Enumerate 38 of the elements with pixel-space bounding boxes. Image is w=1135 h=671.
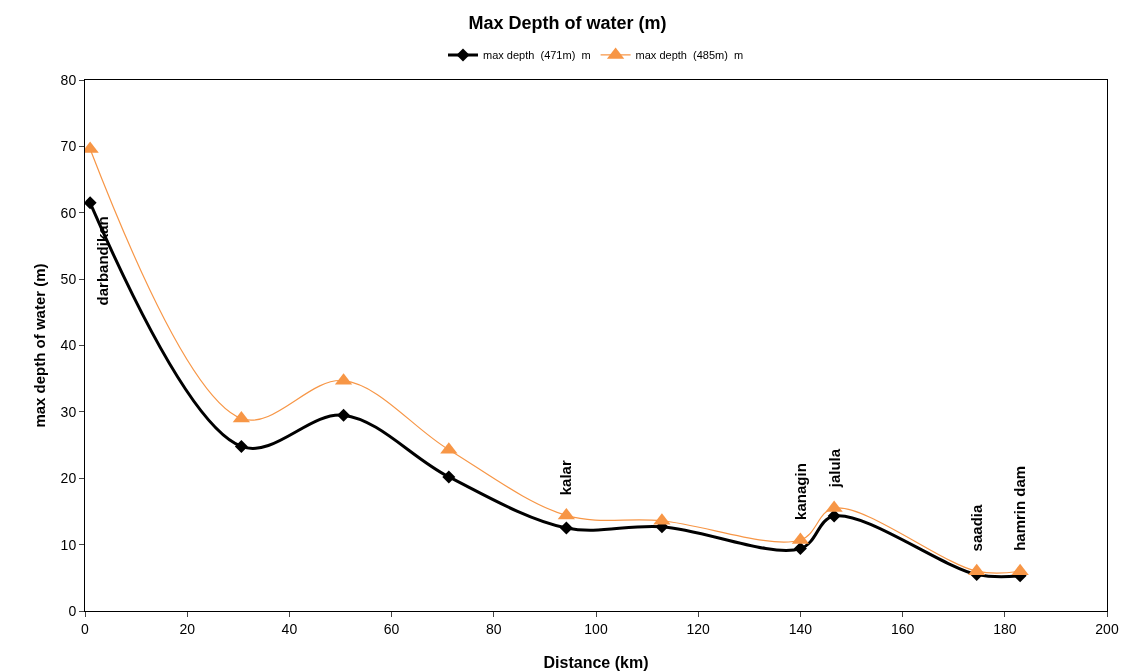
x-tick-label: 60 (383, 620, 400, 637)
x-tick-label: 200 (1095, 620, 1119, 637)
y-tick-label: 50 (60, 271, 77, 288)
point (559, 521, 573, 535)
chart-title: Max Depth of water (m) (468, 13, 667, 34)
point (793, 542, 807, 556)
x-tick-label: 80 (486, 620, 502, 637)
annotation: darbandikan (93, 216, 111, 306)
point (337, 408, 351, 422)
point (827, 509, 841, 523)
x-axis-title: Distance (km) (543, 654, 649, 671)
point (85, 196, 97, 210)
y-tick-label: 10 (60, 536, 77, 553)
x-tick-label: 0 (81, 620, 90, 637)
annotation: jalula (826, 448, 844, 489)
x-tick-label: 160 (890, 620, 915, 637)
y-tick-label: 0 (68, 602, 77, 619)
y-tick-label: 30 (60, 403, 77, 420)
x-tick-label: 100 (584, 620, 608, 637)
x-tick-label: 120 (686, 620, 711, 637)
y-tick-label: 60 (60, 204, 77, 221)
legend-label: max depth (485m) m (635, 49, 744, 62)
point (234, 439, 248, 453)
x-tick-label: 20 (179, 620, 196, 637)
annotation: kalar (557, 460, 575, 496)
x-tick-label: 40 (281, 620, 298, 637)
y-tick-label: 20 (60, 470, 77, 487)
y-axis-title: max depth of water (m) (31, 263, 48, 428)
y-tick-label: 40 (60, 337, 77, 354)
x-tick-label: 140 (788, 620, 813, 637)
annotation: saadia (968, 504, 986, 552)
point (442, 470, 456, 484)
annotation: hamrin dam (1011, 465, 1029, 551)
annotation: kanagin (791, 463, 809, 520)
y-tick-label: 70 (60, 138, 77, 155)
y-tick-label: 80 (60, 71, 77, 88)
legend-label: max depth (471m) m (483, 49, 591, 62)
x-tick-label: 180 (993, 620, 1017, 637)
